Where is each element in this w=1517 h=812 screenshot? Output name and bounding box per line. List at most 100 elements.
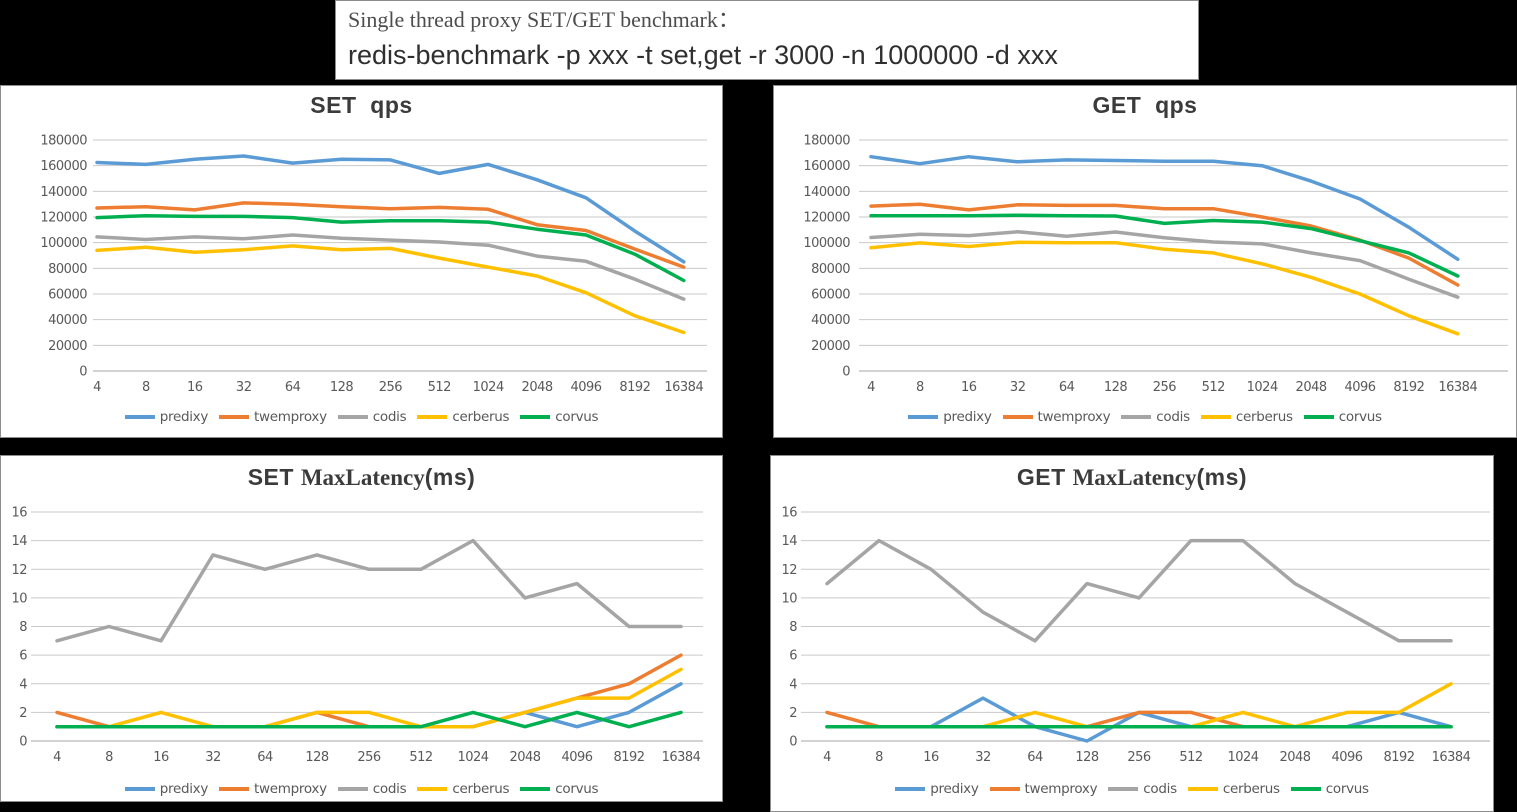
legend-label: twemproxy bbox=[1037, 409, 1111, 425]
legend-item-predixy: predixy bbox=[895, 781, 979, 797]
y-tick-label: 6 bbox=[19, 649, 27, 664]
x-tick-label: 512 bbox=[428, 380, 451, 395]
legend-label: predixy bbox=[930, 781, 979, 797]
x-tick-label: 64 bbox=[1027, 750, 1043, 765]
legend-item-corvus: corvus bbox=[1290, 781, 1369, 797]
y-tick-label: 6 bbox=[789, 649, 797, 664]
x-tick-label: 1024 bbox=[1227, 750, 1258, 765]
legend-swatch-predixy bbox=[124, 415, 155, 419]
x-tick-label: 4 bbox=[93, 380, 101, 395]
legend-item-codis: codis bbox=[337, 409, 407, 425]
legend-label: cerberus bbox=[452, 409, 510, 425]
legend-label: cerberus bbox=[1235, 409, 1293, 425]
legend-swatch-codis bbox=[1108, 787, 1139, 791]
legend-label: corvus bbox=[1338, 409, 1382, 425]
x-tick-label: 128 bbox=[305, 750, 329, 765]
x-tick-label: 2048 bbox=[1296, 380, 1327, 395]
legend-label: codis bbox=[1156, 409, 1190, 425]
legend-label: codis bbox=[372, 409, 407, 425]
legend-label: codis bbox=[372, 781, 407, 797]
chart-svg: 180000 160000 140000 120000 100000 80000 60000… bbox=[40, 134, 707, 395]
y-tick-label: 14 bbox=[781, 534, 797, 549]
y-tick-label: 180000 bbox=[40, 134, 87, 149]
y-tick-label: 120000 bbox=[40, 211, 87, 226]
legend-label: cerberus bbox=[1222, 781, 1280, 797]
y-tick-label: 2 bbox=[789, 706, 797, 721]
x-tick-label: 64 bbox=[285, 380, 301, 395]
x-tick-label: 2048 bbox=[522, 380, 553, 395]
y-tick-label: 16 bbox=[11, 506, 27, 521]
x-tick-label: 2048 bbox=[1279, 750, 1310, 765]
legend-label: corvus bbox=[555, 409, 599, 425]
x-tick-label: 64 bbox=[257, 750, 273, 765]
y-tick-label: 8 bbox=[789, 620, 797, 635]
x-tick-label: 8 bbox=[105, 750, 113, 765]
chart-legend: predixy twemproxy codis cerberus corvus bbox=[771, 781, 1493, 797]
x-tick-label: 4 bbox=[53, 750, 61, 765]
legend-item-cerberus: cerberus bbox=[417, 781, 510, 797]
y-tick-label: 0 bbox=[842, 365, 850, 380]
chart-title-part: (ms) bbox=[424, 464, 476, 490]
legend-label: predixy bbox=[943, 409, 992, 425]
legend-item-cerberus: cerberus bbox=[1187, 781, 1280, 797]
y-tick-label: 10 bbox=[781, 591, 797, 606]
y-tick-label: 12 bbox=[781, 563, 797, 578]
legend-label: corvus bbox=[555, 781, 599, 797]
legend-item-cerberus: cerberus bbox=[1200, 409, 1293, 425]
legend-item-codis: codis bbox=[1108, 781, 1177, 797]
chart-title-part: SET qps bbox=[310, 92, 413, 118]
x-tick-label: 512 bbox=[409, 750, 432, 765]
chart-title-part: (ms) bbox=[1196, 464, 1248, 490]
y-tick-label: 8 bbox=[19, 620, 27, 635]
x-tick-label: 16384 bbox=[662, 750, 701, 765]
y-tick-label: 16 bbox=[781, 506, 797, 521]
chart-title: SET MaxLatency(ms) bbox=[1, 464, 722, 491]
legend-swatch-cerberus bbox=[1187, 787, 1218, 791]
legend-swatch-cerberus bbox=[417, 787, 448, 791]
chart-title-part: GET bbox=[1016, 464, 1073, 490]
x-tick-label: 1024 bbox=[473, 380, 504, 395]
legend-label: cerberus bbox=[452, 781, 510, 797]
series-line-predixy bbox=[825, 696, 1453, 743]
y-tick-label: 180000 bbox=[803, 134, 850, 149]
x-tick-label: 8 bbox=[916, 380, 924, 395]
y-tick-label: 10 bbox=[11, 591, 27, 606]
x-tick-label: 4096 bbox=[1344, 380, 1375, 395]
panel-get-maxlatency: GET MaxLatency(ms) 16 14 12 10 8 6 4 2 0 4 8 16 32 64 1… bbox=[770, 455, 1494, 812]
y-tick-label: 4 bbox=[19, 677, 27, 692]
y-tick-label: 20000 bbox=[48, 339, 87, 354]
legend-swatch-corvus bbox=[520, 787, 551, 791]
legend-swatch-corvus bbox=[520, 415, 551, 419]
y-tick-label: 80000 bbox=[811, 262, 850, 277]
series-line-codis bbox=[55, 538, 683, 643]
legend-label: predixy bbox=[159, 409, 209, 425]
chart-title-part: GET qps bbox=[1092, 92, 1198, 118]
header-title: Single thread proxy SET/GET benchmark： bbox=[348, 7, 740, 32]
x-tick-label: 16384 bbox=[1438, 380, 1477, 395]
chart-legend: predixy twemproxy codis cerberus corvus bbox=[774, 409, 1516, 425]
legend-swatch-codis bbox=[337, 787, 368, 791]
chart-legend: predixy twemproxy codis cerberus corvus bbox=[1, 781, 722, 797]
x-tick-label: 512 bbox=[1202, 380, 1225, 395]
y-tick-label: 100000 bbox=[803, 236, 850, 251]
legend-swatch-twemproxy bbox=[1002, 415, 1033, 419]
benchmark-header: Single thread proxy SET/GET benchmark： r… bbox=[335, 0, 1199, 80]
x-tick-label: 1024 bbox=[1247, 380, 1278, 395]
x-tick-label: 16384 bbox=[664, 380, 703, 395]
legend-label: twemproxy bbox=[254, 409, 327, 425]
x-tick-label: 2048 bbox=[509, 750, 540, 765]
y-tick-label: 14 bbox=[11, 534, 27, 549]
legend-item-corvus: corvus bbox=[520, 409, 599, 425]
y-tick-label: 160000 bbox=[803, 159, 850, 174]
series-line-cerberus bbox=[825, 682, 1453, 729]
y-tick-label: 140000 bbox=[40, 185, 87, 200]
x-tick-label: 16 bbox=[923, 750, 939, 765]
x-tick-label: 256 bbox=[1127, 750, 1151, 765]
y-tick-label: 0 bbox=[19, 735, 27, 750]
legend-swatch-codis bbox=[337, 415, 368, 419]
y-tick-label: 2 bbox=[19, 706, 27, 721]
x-tick-label: 1024 bbox=[457, 750, 488, 765]
legend-item-corvus: corvus bbox=[520, 781, 599, 797]
y-tick-label: 0 bbox=[789, 735, 797, 750]
